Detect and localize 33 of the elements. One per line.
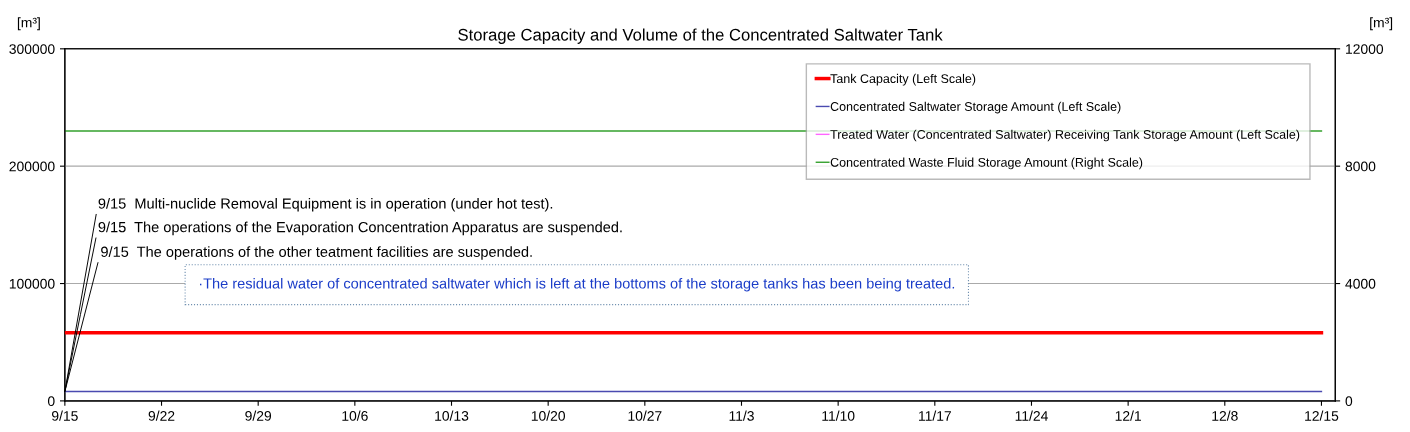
- x-tick-label: 12/1: [1115, 410, 1141, 421]
- y2-tick-label: 0: [1345, 396, 1353, 407]
- x-tick-label: 9/22: [148, 410, 175, 421]
- x-tick-label: 11/10: [822, 410, 855, 421]
- annotation: 9/15 Multi-nuclide Removal Equipment is in operation (under hot test).: [98, 197, 553, 212]
- legend-label: Concentrated Saltwater Storage Amount (Left Scale): [830, 101, 1121, 114]
- annotation: ·The residual water of concentrated saltwater which is left at the bottoms of the storage tanks has been being treated.: [199, 277, 955, 292]
- x-tick-label: 12/15: [1305, 410, 1339, 421]
- y-tick-label: 0: [47, 396, 55, 407]
- legend-label: Concentrated Waste Fluid Storage Amount (Right Scale): [830, 157, 1143, 170]
- y2-axis-title: [m³]: [1370, 17, 1393, 31]
- x-tick-label: 11/17: [919, 410, 951, 421]
- y-tick-label: 200000: [9, 161, 55, 172]
- chart-title: Storage Capacity and Volume of the Concentrated Saltwater Tank: [458, 28, 943, 44]
- x-tick-label: 9/15: [52, 410, 78, 421]
- x-tick-label: 10/6: [342, 410, 368, 421]
- x-tick-label: 11/3: [729, 410, 754, 421]
- x-tick-label: 10/13: [435, 410, 469, 421]
- y-axis-title: [m³]: [17, 17, 40, 31]
- x-tick-label: 10/27: [628, 410, 662, 421]
- y-tick-label: 100000: [9, 278, 55, 289]
- legend-label: Treated Water (Concentrated Saltwater) Receiving Tank Storage Amount (Left Scale): [830, 129, 1300, 142]
- x-tick-label: 10/20: [531, 410, 565, 421]
- y2-tick-label: 8000: [1345, 161, 1376, 172]
- legend-label: Tank Capacity (Left Scale): [830, 73, 976, 86]
- x-tick-label: 12/8: [1212, 410, 1238, 421]
- y2-tick-label: 12000: [1346, 44, 1384, 54]
- y2-tick-label: 4000: [1345, 278, 1376, 289]
- annotation: 9/15 The operations of the Evaporation Concentration Apparatus are suspended.: [98, 221, 622, 236]
- annotation: 9/15 The operations of the other teatment facilities are suspended.: [101, 246, 532, 260]
- x-tick-label: 9/29: [245, 410, 272, 421]
- y-tick-label: 300000: [9, 44, 55, 54]
- x-tick-label: 11/24: [1015, 410, 1048, 421]
